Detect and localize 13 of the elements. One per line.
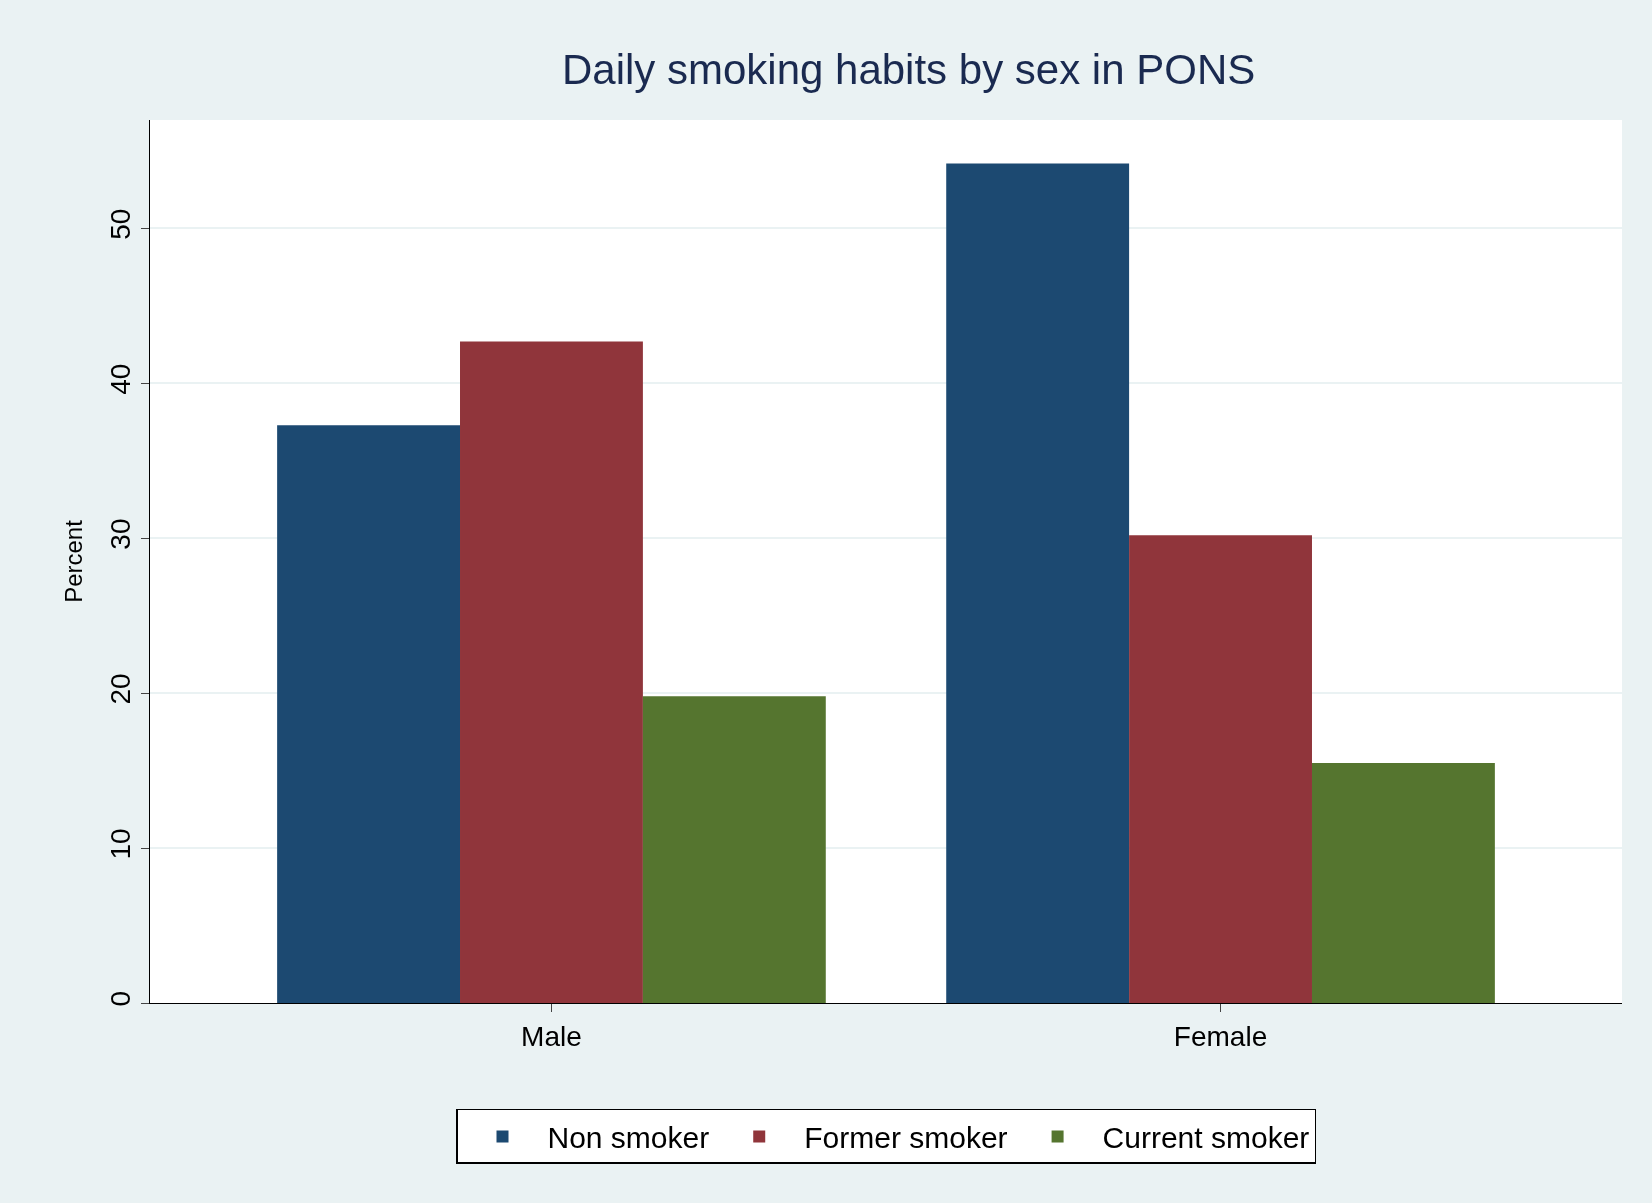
y-axis-title: Percent	[59, 519, 87, 603]
chart-title: Daily smoking habits by sex in PONS	[561, 45, 1256, 93]
legend-label: Non smoker	[547, 1121, 710, 1155]
legend-label: Current smoker	[1102, 1121, 1310, 1155]
y-tick-label: 50	[104, 208, 136, 240]
y-tick-label: 40	[104, 363, 136, 395]
x-tick-label: Male	[521, 1020, 582, 1052]
x-tick-label: Female	[1173, 1020, 1268, 1052]
y-tick-label: 10	[104, 828, 136, 860]
legend-label: Former smoker	[804, 1121, 1008, 1155]
y-tick-label: 30	[104, 518, 136, 550]
y-tick-label: 20	[104, 673, 136, 705]
y-tick-label: 0	[104, 991, 136, 1007]
